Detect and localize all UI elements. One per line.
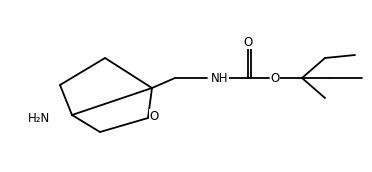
Text: O: O	[150, 110, 158, 122]
Text: NH: NH	[211, 72, 229, 84]
Text: O: O	[270, 72, 280, 84]
Text: H₂N: H₂N	[28, 111, 50, 125]
Text: O: O	[243, 35, 253, 49]
